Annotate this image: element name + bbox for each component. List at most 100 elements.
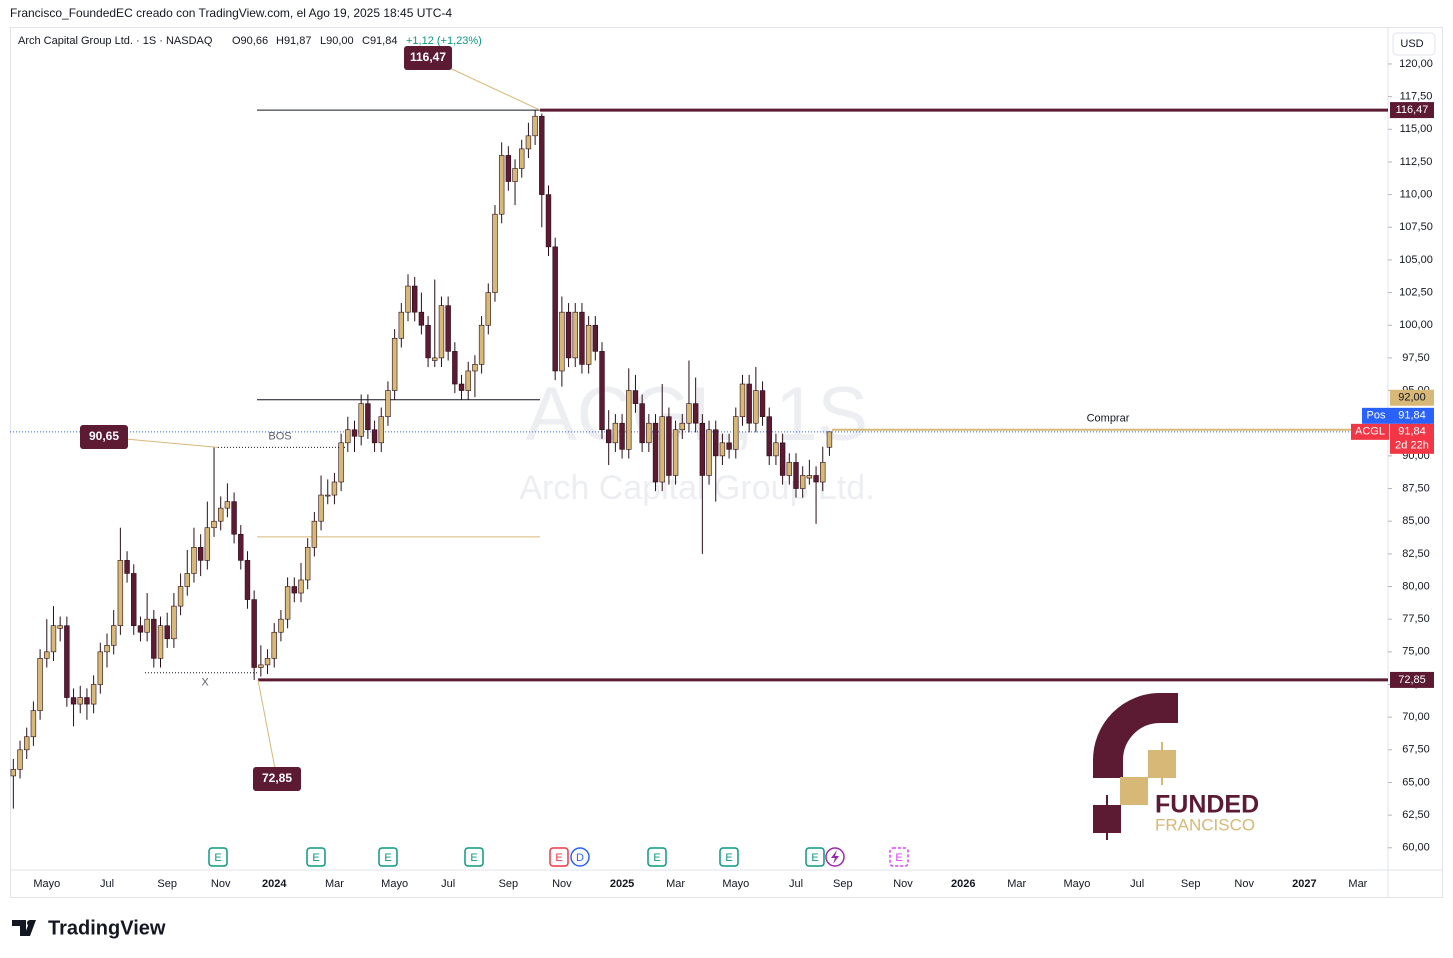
candle-body (405, 285, 411, 313)
axis-tag (1390, 389, 1434, 406)
candle-body (532, 115, 538, 137)
event-icon (570, 847, 590, 867)
candle-body (304, 547, 311, 581)
candle-body (318, 494, 324, 522)
candle-body (325, 494, 331, 497)
candle-body (64, 625, 70, 698)
candle-body (639, 403, 645, 444)
candle-body (559, 311, 565, 372)
candle-body (191, 547, 197, 574)
x-tick-label: Jul (1130, 878, 1144, 890)
candle-body (565, 311, 572, 359)
candle-body (291, 586, 297, 594)
candle-body (84, 697, 90, 705)
candle-body (211, 520, 217, 529)
candle-body (572, 311, 578, 359)
x-tick-label: Jul (100, 878, 114, 890)
callout-box (253, 767, 301, 791)
x-tick-label: 2024 (262, 878, 287, 890)
candle-body (10, 769, 17, 777)
y-tick-label: 110,00 (1400, 189, 1433, 201)
x-tick-label: Mayo (722, 878, 749, 890)
candle-body (231, 501, 237, 535)
axis-tag (1390, 423, 1434, 454)
y-tick-label: 120,00 (1399, 58, 1433, 70)
event-icon (464, 847, 484, 867)
x-tick-label: Nov (552, 878, 572, 890)
x-tick-label: Sep (1181, 878, 1201, 890)
candle-body (177, 586, 184, 607)
candle-body (498, 155, 505, 215)
candle-body (264, 658, 271, 666)
candle-body (418, 311, 425, 326)
event-label: E (470, 852, 477, 864)
tv-brand: TradingView (12, 917, 166, 939)
event-icon (831, 850, 839, 864)
candle-body (539, 115, 545, 195)
candle-body (57, 625, 63, 629)
axis-tag (1390, 671, 1434, 688)
candle-body (773, 442, 779, 457)
y-tick-label: 85,00 (1402, 515, 1430, 527)
x-tick-label: Mar (1348, 878, 1367, 890)
candle-body (699, 422, 706, 476)
candle-body (157, 625, 164, 659)
candle-body (438, 305, 445, 359)
callout-label: 116,47 (410, 50, 446, 64)
candle-body (50, 625, 57, 653)
chart-frame (10, 27, 1443, 898)
currency-button[interactable] (1392, 32, 1436, 56)
event-icon (805, 847, 825, 867)
candle-body (646, 422, 652, 444)
event-label: E (555, 852, 562, 864)
x-tick-label: Mayo (381, 878, 408, 890)
y-tick-label: 112,50 (1400, 156, 1433, 168)
candle-body (813, 475, 819, 483)
candle-body (659, 416, 665, 483)
candle-body (30, 710, 37, 738)
candle-body (271, 631, 277, 659)
logo-line1: FUNDED (1155, 791, 1259, 819)
tag-box (1362, 407, 1390, 424)
candle-body (97, 651, 104, 685)
candle-body (753, 390, 759, 424)
watermark: ACGL, 1S Arch Capital Group Ltd. (519, 372, 874, 507)
candle-body (131, 573, 137, 627)
x-tick-label: 2027 (1292, 878, 1316, 890)
candle-body (144, 618, 150, 633)
candle-body (371, 429, 378, 444)
symbol-title: Arch Capital Group Ltd. · 1S · NASDAQ (18, 35, 213, 47)
x-tick-label: Sep (499, 878, 519, 890)
callout-box (80, 425, 128, 449)
y-tick-label: 100,00 (1399, 319, 1433, 331)
candle-body (425, 324, 431, 359)
y-tick-label: 115,00 (1400, 123, 1433, 135)
guide-label: X (201, 677, 209, 689)
x-tick-label: Mayo (1063, 878, 1090, 890)
candle-body (365, 403, 371, 431)
y-tick-label: 77,50 (1402, 613, 1430, 625)
tag: Pos (1367, 410, 1386, 422)
candle-body (726, 442, 732, 450)
candle-body (793, 462, 799, 489)
event-icon (378, 847, 398, 867)
callout-box (404, 46, 452, 70)
candle-body (331, 481, 338, 496)
currency[interactable]: USD (1400, 38, 1423, 50)
candle-body (238, 533, 244, 561)
candle-body (378, 416, 384, 444)
event-icon (647, 847, 667, 867)
axis-tag (1390, 407, 1434, 424)
candle-body (519, 148, 525, 169)
event-label: E (384, 852, 391, 864)
candle-body (605, 429, 612, 444)
candle-body (358, 403, 364, 437)
axis-tag (1390, 102, 1434, 119)
x-tick-label: Mar (666, 878, 685, 890)
candle-body (204, 527, 211, 561)
countdown: 2d 22h (1395, 440, 1429, 452)
x-tick-label: 2025 (610, 878, 634, 890)
candle-body (826, 431, 833, 448)
candle-body (579, 311, 585, 365)
event-icon (719, 847, 739, 867)
